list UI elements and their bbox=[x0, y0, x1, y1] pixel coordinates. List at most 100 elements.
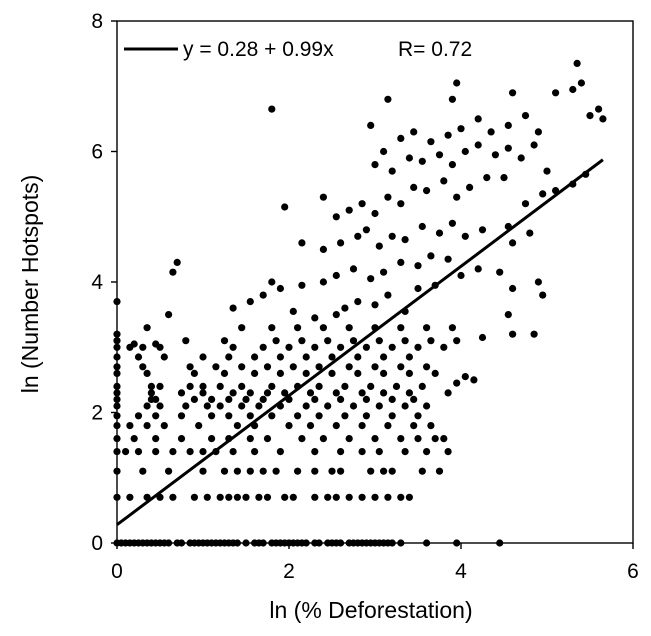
data-point bbox=[246, 412, 254, 420]
data-point bbox=[448, 324, 456, 332]
data-point bbox=[375, 402, 383, 410]
data-point bbox=[220, 337, 229, 345]
data-point bbox=[294, 467, 302, 475]
data-point bbox=[328, 467, 336, 475]
data-point bbox=[113, 363, 121, 371]
data-point bbox=[328, 353, 336, 361]
data-point bbox=[354, 298, 362, 306]
data-point bbox=[177, 435, 186, 443]
data-point bbox=[268, 105, 276, 113]
data-point bbox=[358, 493, 366, 501]
data-point bbox=[423, 187, 431, 195]
data-point bbox=[431, 369, 439, 377]
data-point bbox=[362, 343, 370, 351]
data-point bbox=[349, 337, 358, 345]
data-point bbox=[371, 363, 379, 371]
data-point bbox=[186, 363, 194, 371]
data-point bbox=[508, 284, 517, 293]
data-point bbox=[113, 493, 121, 501]
x-axis-title: ln (% Deforestation) bbox=[269, 597, 472, 623]
data-point bbox=[534, 128, 543, 136]
data-point bbox=[380, 369, 388, 377]
data-point bbox=[306, 389, 315, 397]
data-point bbox=[319, 193, 327, 201]
data-point bbox=[298, 281, 306, 289]
data-point bbox=[182, 337, 190, 345]
data-point bbox=[539, 190, 547, 198]
data-point bbox=[263, 493, 272, 501]
data-point bbox=[354, 369, 362, 377]
data-point bbox=[358, 389, 366, 397]
data-point bbox=[332, 493, 340, 501]
data-point bbox=[324, 493, 332, 501]
data-point bbox=[289, 493, 297, 501]
data-point bbox=[246, 435, 254, 443]
data-point bbox=[418, 157, 426, 165]
data-point bbox=[324, 402, 332, 410]
data-point bbox=[414, 284, 422, 293]
data-point bbox=[483, 174, 491, 182]
data-point bbox=[212, 363, 220, 371]
data-point bbox=[375, 337, 383, 345]
data-point bbox=[345, 363, 353, 371]
data-point bbox=[418, 467, 426, 475]
data-point bbox=[444, 389, 452, 397]
data-point bbox=[397, 200, 405, 208]
data-point bbox=[255, 493, 263, 501]
data-point bbox=[332, 213, 340, 221]
data-point bbox=[345, 324, 353, 332]
data-point bbox=[423, 448, 431, 456]
data-point bbox=[367, 467, 375, 475]
data-point bbox=[539, 291, 547, 299]
data-point bbox=[315, 412, 323, 420]
data-point bbox=[504, 121, 512, 129]
data-point bbox=[113, 435, 121, 443]
data-point bbox=[156, 382, 164, 390]
data-point bbox=[203, 402, 211, 410]
data-point bbox=[251, 353, 259, 361]
data-point bbox=[268, 278, 276, 286]
data-point bbox=[165, 311, 173, 319]
data-point bbox=[405, 389, 413, 397]
data-point bbox=[319, 435, 327, 443]
data-point bbox=[577, 79, 586, 87]
data-point bbox=[315, 382, 323, 390]
data-point bbox=[367, 121, 375, 129]
y-tick-label: 8 bbox=[91, 10, 103, 33]
data-point bbox=[453, 337, 461, 345]
data-point bbox=[388, 343, 396, 351]
data-point bbox=[341, 412, 349, 420]
data-point bbox=[345, 493, 353, 501]
data-point bbox=[182, 402, 190, 410]
data-point bbox=[139, 363, 147, 371]
data-point bbox=[384, 422, 392, 430]
data-point bbox=[113, 382, 121, 390]
data-point bbox=[130, 340, 138, 348]
data-point bbox=[238, 324, 246, 332]
data-point bbox=[208, 412, 216, 420]
data-point bbox=[259, 539, 267, 547]
data-point bbox=[410, 128, 418, 136]
y-axis: 0 2 4 6 8 bbox=[91, 10, 117, 555]
data-point bbox=[113, 395, 121, 403]
data-point bbox=[186, 382, 194, 390]
data-point bbox=[220, 467, 229, 475]
x-tick-label: 6 bbox=[627, 560, 639, 583]
data-point bbox=[440, 343, 448, 351]
data-point bbox=[586, 112, 594, 120]
data-point bbox=[337, 395, 345, 403]
data-point bbox=[259, 343, 267, 351]
data-point bbox=[362, 226, 370, 234]
data-point bbox=[397, 435, 405, 443]
data-point bbox=[225, 493, 233, 501]
data-point bbox=[380, 268, 388, 276]
y-tick-label: 6 bbox=[91, 141, 103, 164]
data-point bbox=[337, 239, 345, 247]
data-point bbox=[126, 493, 134, 501]
data-point bbox=[199, 389, 207, 397]
data-point bbox=[289, 307, 297, 315]
data-point bbox=[461, 373, 469, 381]
data-point bbox=[569, 85, 577, 94]
data-point bbox=[388, 412, 396, 420]
data-point bbox=[431, 435, 439, 443]
